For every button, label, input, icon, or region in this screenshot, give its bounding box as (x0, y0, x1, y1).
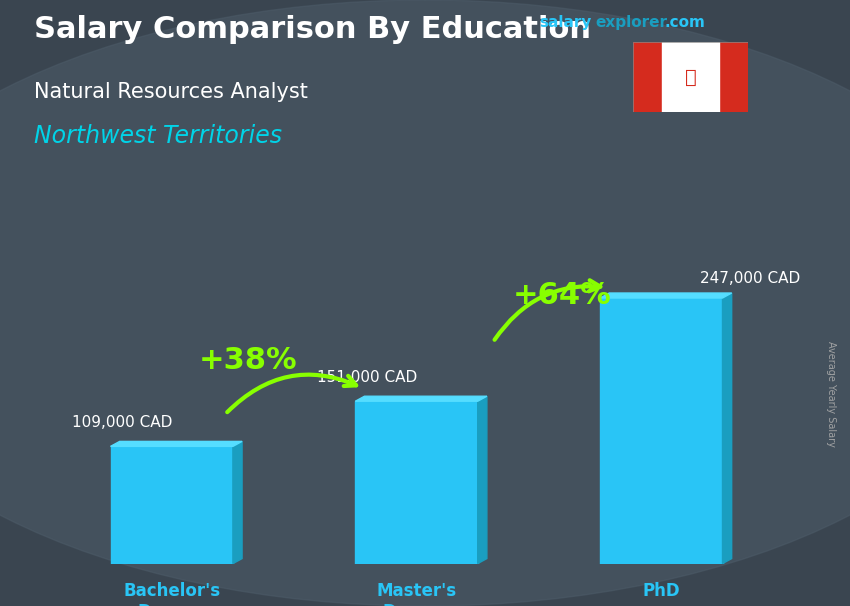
Polygon shape (233, 441, 242, 564)
Polygon shape (355, 396, 487, 401)
Text: +64%: +64% (513, 281, 611, 310)
Bar (600, 298, 722, 564)
Text: explorer: explorer (595, 15, 667, 30)
Polygon shape (722, 293, 732, 564)
Text: Salary Comparison By Education: Salary Comparison By Education (34, 15, 591, 44)
Polygon shape (110, 441, 242, 447)
Text: Natural Resources Analyst: Natural Resources Analyst (34, 82, 308, 102)
Bar (719, 42, 748, 112)
Text: 🍁: 🍁 (685, 68, 696, 87)
Polygon shape (478, 396, 487, 564)
Text: Northwest Territories: Northwest Territories (34, 124, 282, 148)
Text: Average Yearly Salary: Average Yearly Salary (826, 341, 836, 447)
Polygon shape (600, 293, 732, 298)
Bar (662, 42, 719, 112)
Text: 247,000 CAD: 247,000 CAD (700, 271, 800, 286)
Text: salary: salary (540, 15, 592, 30)
Bar (110, 447, 233, 564)
Text: 109,000 CAD: 109,000 CAD (72, 415, 173, 430)
Bar (633, 42, 662, 112)
Text: 151,000 CAD: 151,000 CAD (317, 370, 417, 385)
Text: .com: .com (665, 15, 706, 30)
Text: +38%: +38% (199, 346, 298, 375)
Bar (355, 401, 478, 564)
